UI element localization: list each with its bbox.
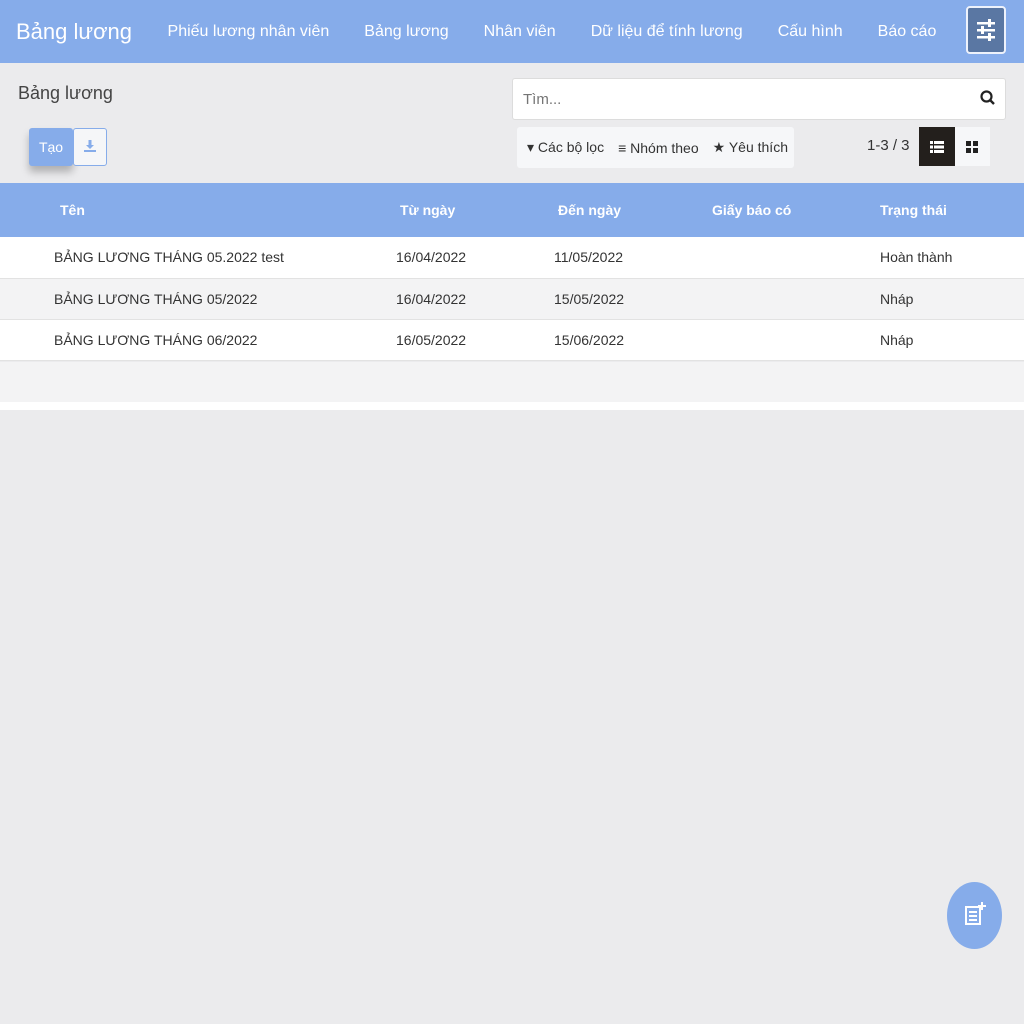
favorites-label: Yêu thích — [728, 139, 788, 155]
new-document-button[interactable] — [947, 882, 1002, 949]
cell-from: 16/04/2022 — [396, 278, 554, 320]
search-options: ▾ Các bộ lọc ≡ Nhóm theo ★ Yêu thích — [517, 127, 794, 168]
cell-status: Hoàn thành — [880, 237, 1024, 279]
nav-payroll-data[interactable]: Dữ liệu để tính lương — [590, 22, 743, 40]
search-icon[interactable] — [979, 89, 997, 110]
col-status[interactable]: Trạng thái — [880, 183, 1024, 237]
table-row[interactable]: BẢNG LƯƠNG THÁNG 05.2022 test 16/04/2022… — [0, 237, 1024, 279]
cell-credit-note — [712, 237, 880, 279]
filters-label: Các bộ lọc — [537, 139, 605, 155]
table-row[interactable]: BẢNG LƯƠNG THÁNG 05/2022 16/04/2022 15/0… — [0, 278, 1024, 320]
nav-employees[interactable]: Nhân viên — [483, 22, 556, 40]
cell-name: BẢNG LƯƠNG THÁNG 06/2022 — [0, 319, 396, 361]
cell-to: 15/06/2022 — [554, 319, 712, 361]
cell-credit-note — [712, 319, 880, 361]
cell-status: Nháp — [880, 319, 1024, 361]
cell-name: BẢNG LƯƠNG THÁNG 05/2022 — [0, 278, 396, 320]
top-navbar: Bảng lương Phiếu lương nhân viên Bảng lư… — [0, 0, 1024, 63]
cell-to: 15/05/2022 — [554, 278, 712, 320]
group-by-label: Nhóm theo — [630, 139, 699, 156]
settings-sliders-icon[interactable] — [966, 6, 1006, 54]
list-view-icon[interactable] — [919, 127, 955, 166]
favorites-button[interactable]: ★ Yêu thích — [713, 139, 788, 156]
cell-from: 16/04/2022 — [396, 237, 554, 279]
nav-payslips[interactable]: Phiếu lương nhân viên — [167, 22, 330, 40]
nav-reports[interactable]: Báo cáo — [877, 22, 937, 40]
cell-status: Nháp — [880, 278, 1024, 320]
create-button[interactable]: Tạo — [29, 128, 73, 166]
filter-icon: ▾ — [527, 139, 535, 155]
page-title: Bảng lương — [18, 83, 113, 103]
search-input[interactable] — [513, 79, 953, 119]
bars-icon: ≡ — [618, 139, 627, 156]
col-from[interactable]: Từ ngày — [396, 183, 554, 237]
group-by-button[interactable]: ≡ Nhóm theo — [618, 140, 699, 156]
col-to[interactable]: Đến ngày — [554, 183, 712, 237]
table-row[interactable]: BẢNG LƯƠNG THÁNG 06/2022 16/05/2022 15/0… — [0, 319, 1024, 361]
star-icon: ★ — [712, 139, 726, 155]
col-credit-note[interactable]: Giấy báo có — [712, 183, 880, 237]
col-name[interactable]: Tên — [0, 183, 396, 237]
app-brand[interactable]: Bảng lương — [16, 18, 133, 44]
cell-from: 16/05/2022 — [396, 319, 554, 361]
cell-name: BẢNG LƯƠNG THÁNG 05.2022 test — [0, 237, 396, 279]
filters-button[interactable]: ▾ Các bộ lọc — [527, 139, 604, 156]
import-button[interactable] — [73, 128, 107, 166]
search-box — [512, 78, 1006, 120]
payroll-table: Tên Từ ngày Đến ngày Giấy báo có Trạng t… — [0, 183, 1024, 361]
document-plus-icon — [962, 901, 988, 930]
cell-to: 11/05/2022 — [554, 237, 712, 279]
nav-payroll[interactable]: Bảng lương — [364, 22, 449, 40]
table-footer — [0, 362, 1024, 410]
cell-credit-note — [712, 278, 880, 320]
download-icon — [83, 139, 97, 156]
view-switcher — [919, 127, 990, 166]
kanban-view-icon[interactable] — [955, 127, 991, 166]
nav-config[interactable]: Cấu hình — [777, 22, 843, 40]
pager-value[interactable]: 1-3 / 3 — [867, 137, 910, 154]
